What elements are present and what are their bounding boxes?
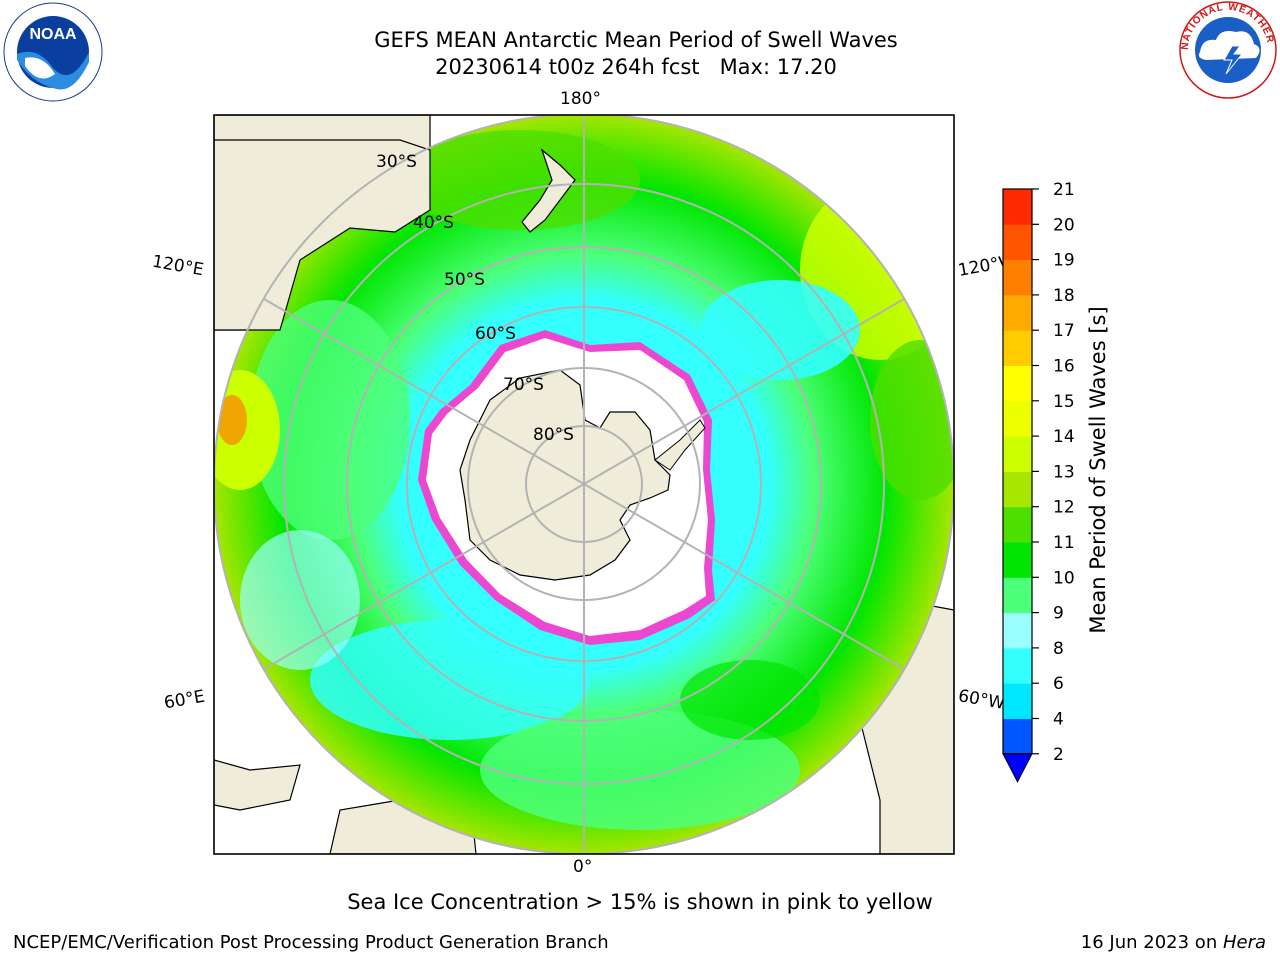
footer-date-text: 16 Jun 2023 on <box>1080 932 1223 953</box>
noaa-logo-text: NOAA <box>29 26 77 43</box>
colorbar-tick-label: 14 <box>1053 427 1075 447</box>
footer-org: NCEP/EMC/Verification Post Processing Pr… <box>13 932 609 953</box>
chart-title: GEFS MEAN Antarctic Mean Period of Swell… <box>374 28 898 52</box>
colorbar-tick-label: 20 <box>1053 215 1075 235</box>
colorbar-segment <box>1003 683 1032 719</box>
footer-date: 16 Jun 2023 on Hera <box>1081 932 1266 953</box>
colorbar-tick-label: 10 <box>1053 568 1075 588</box>
colorbar-segment <box>1003 224 1032 261</box>
lat-label-40s: 40°S <box>413 213 454 233</box>
colorbar-segment <box>1003 471 1032 508</box>
chart-subtitle: 20230614 t00z 264h fcst Max: 17.20 <box>435 55 837 79</box>
colorbar-segment <box>1003 542 1032 578</box>
colorbar-segment <box>1003 612 1032 649</box>
colorbar-tick-label: 13 <box>1053 462 1075 482</box>
colorbar-segment <box>1003 577 1032 614</box>
colorbar-tick-label: 9 <box>1053 604 1064 624</box>
lat-label-30s: 30°S <box>376 152 417 172</box>
land-new-zealand <box>521 148 576 233</box>
colorbar-tick-label: 18 <box>1053 286 1075 306</box>
colorbar-under-triangle <box>1002 753 1033 783</box>
colorbar-segment <box>1003 365 1032 402</box>
colorbar-tick-label: 8 <box>1053 639 1064 659</box>
lat-label-60s: 60°S <box>475 324 516 344</box>
lat-label-50s: 50°S <box>444 270 485 290</box>
lon-label-0: 0° <box>573 857 593 877</box>
colorbar-tick-label: 16 <box>1053 357 1075 377</box>
colorbar-segment <box>1003 259 1032 296</box>
footer-host: Hera <box>1222 932 1266 953</box>
colorbar-tick-label: 15 <box>1053 392 1075 412</box>
colorbar-tick-label: 12 <box>1053 498 1075 518</box>
colorbar-segment <box>1003 400 1032 437</box>
nws-logo: NATIONAL WEATHER SERVICE <box>1178 0 1277 99</box>
colorbar-tick-label: 19 <box>1053 251 1075 271</box>
lat-label-80s: 80°S <box>533 425 574 445</box>
colorbar-tick-label: 4 <box>1053 710 1064 730</box>
colorbar-segment <box>1003 718 1032 755</box>
land-antarctic-peninsula <box>654 419 706 471</box>
colorbar-segment <box>1003 294 1032 331</box>
colorbar-segment <box>1003 436 1032 472</box>
colorbar-tick-label: 6 <box>1053 674 1064 694</box>
land-africa <box>214 759 301 811</box>
land-tasmania-coast <box>214 139 431 331</box>
colorbar-segment <box>1003 330 1032 366</box>
colorbar-tick-label: 17 <box>1053 321 1075 341</box>
colorbar-segment <box>1003 647 1032 684</box>
graticule <box>214 115 954 854</box>
noaa-logo: NOAA <box>3 2 103 102</box>
colorbar-tick-label: 21 <box>1053 180 1075 200</box>
colorbar-segment <box>1003 189 1032 225</box>
colorbar-tick-label: 11 <box>1053 533 1075 553</box>
colorbar-segment <box>1003 506 1032 543</box>
lon-label-180: 180° <box>560 89 601 109</box>
colorbar-tick-label: 2 <box>1053 745 1064 765</box>
lat-label-70s: 70°S <box>503 375 544 395</box>
colorbar-label: Mean Period of Swell Waves [s] <box>1086 306 1110 634</box>
sea-ice-note: Sea Ice Concentration > 15% is shown in … <box>347 890 933 914</box>
